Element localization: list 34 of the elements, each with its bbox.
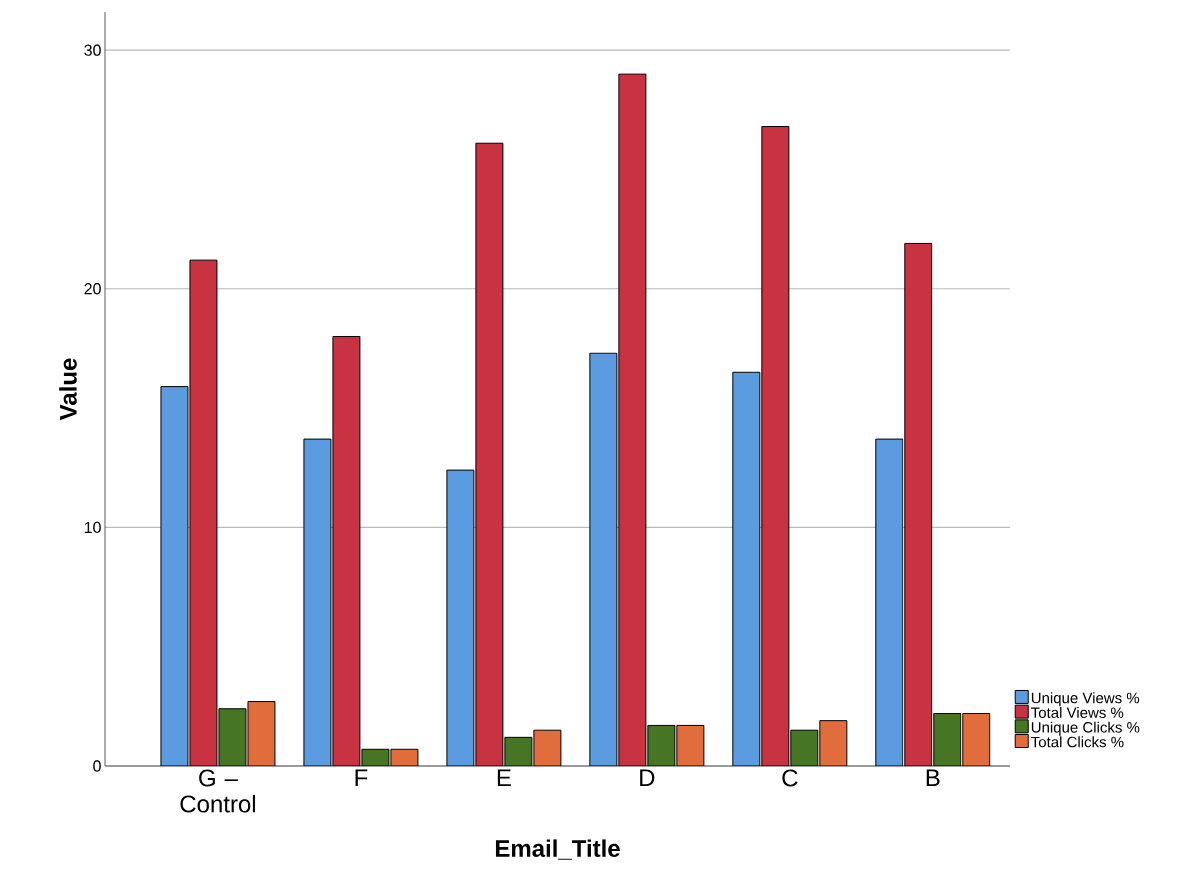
x-tick-label: B: [926, 769, 940, 787]
legend-label: Total Clicks %: [1031, 736, 1124, 748]
bar: [189, 259, 218, 766]
bar: [962, 712, 991, 766]
bar: [475, 142, 504, 766]
legend-label: Total Views %: [1031, 706, 1124, 718]
y-tick-label: 30: [84, 44, 101, 56]
legend-label: Unique Views %: [1031, 692, 1140, 707]
bar: [332, 335, 361, 766]
y-tick-label: 20: [84, 283, 101, 295]
bar: [904, 242, 933, 766]
bar: [819, 720, 848, 766]
bar: [732, 371, 761, 766]
bar: [303, 438, 332, 766]
bar: [933, 712, 962, 766]
y-axis-title: Value: [59, 358, 77, 421]
bar: [875, 438, 904, 766]
bar: [446, 469, 475, 766]
bar: [218, 708, 247, 766]
y-tick-label: 10: [84, 521, 101, 534]
x-axis-title: Email_Title: [495, 839, 620, 860]
legend-label: Unique Clicks %: [1031, 721, 1140, 736]
x-tick-label: C: [782, 769, 798, 787]
y-tick-label: 0: [93, 760, 101, 772]
bar: [247, 701, 276, 766]
x-tick-label: F: [355, 769, 368, 787]
bar: [790, 729, 819, 766]
bar: [618, 73, 647, 766]
bar: [761, 126, 790, 766]
bar: [589, 352, 618, 766]
x-tick-label: G – Control: [180, 769, 256, 813]
x-tick-label: D: [640, 769, 655, 787]
x-tick-label: E: [497, 769, 511, 787]
bar: [160, 386, 189, 766]
